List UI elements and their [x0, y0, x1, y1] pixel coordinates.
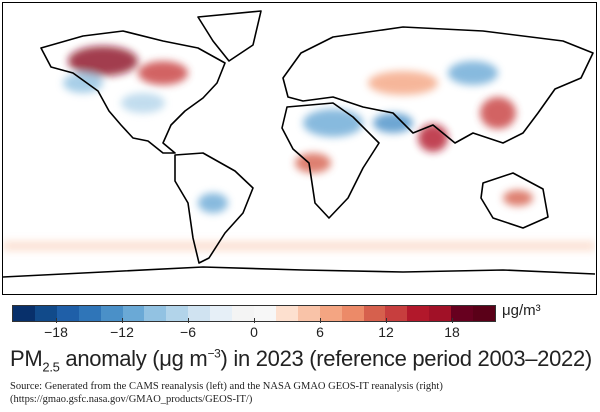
colorbar-tick-label: 0	[250, 324, 258, 340]
colorbar-segment	[122, 306, 145, 321]
figure-title: PM2.5 anomaly (μg m−3) in 2023 (referenc…	[10, 346, 592, 375]
colorbar-segment	[385, 306, 408, 321]
colorbar-tick-label: 12	[378, 324, 394, 340]
colorbar-segment	[166, 306, 189, 321]
colorbar-segment	[253, 306, 276, 321]
colorbar-tick-label: −12	[110, 324, 134, 340]
colorbar-segment	[34, 306, 57, 321]
colorbar-tick-label: −6	[180, 324, 196, 340]
north-america	[40, 30, 226, 154]
greenland	[197, 10, 262, 62]
colorbar-segment	[341, 306, 364, 321]
colorbar-tick-mark	[254, 318, 255, 323]
colorbar-segment	[451, 306, 474, 321]
anomaly-shading	[3, 46, 595, 251]
colorbar-segment	[319, 306, 342, 321]
colorbar-tick-label: 18	[444, 324, 460, 340]
colorbar-unit: μg/m³	[502, 302, 541, 319]
anomaly-world-map	[2, 2, 597, 295]
africa	[281, 102, 380, 219]
colorbar-segment	[144, 306, 167, 321]
colorbar-segment	[78, 306, 101, 321]
colorbar-segment	[210, 306, 233, 321]
colorbar-tick-mark	[386, 318, 387, 323]
australia	[480, 172, 549, 229]
coastlines	[2, 10, 596, 278]
source-caption: Source: Generated from the CAMS reanalys…	[10, 381, 443, 405]
colorbar-segment	[188, 306, 211, 321]
colorbar-segment	[407, 306, 430, 321]
colorbar-segment	[100, 306, 123, 321]
colorbar-segment	[56, 306, 79, 321]
colorbar-segment	[297, 306, 320, 321]
colorbar-tick-mark	[188, 318, 189, 323]
colorbar-segment	[13, 306, 35, 321]
colorbar-tick-mark	[320, 318, 321, 323]
colorbar-tick-label: 6	[316, 324, 324, 340]
eurasia	[282, 26, 594, 144]
colorbar-segment	[363, 306, 386, 321]
antarctica	[2, 266, 596, 278]
colorbar-tick-label: −18	[44, 324, 68, 340]
colorbar-tick-mark	[452, 318, 453, 323]
south-america	[174, 152, 254, 264]
colorbar-tick-mark	[56, 318, 57, 323]
colorbar-segment	[275, 306, 298, 321]
colorbar-segment	[473, 306, 495, 321]
colorbar-segment	[429, 306, 452, 321]
colorbar-segment	[232, 306, 254, 321]
colorbar-tick-mark	[122, 318, 123, 323]
